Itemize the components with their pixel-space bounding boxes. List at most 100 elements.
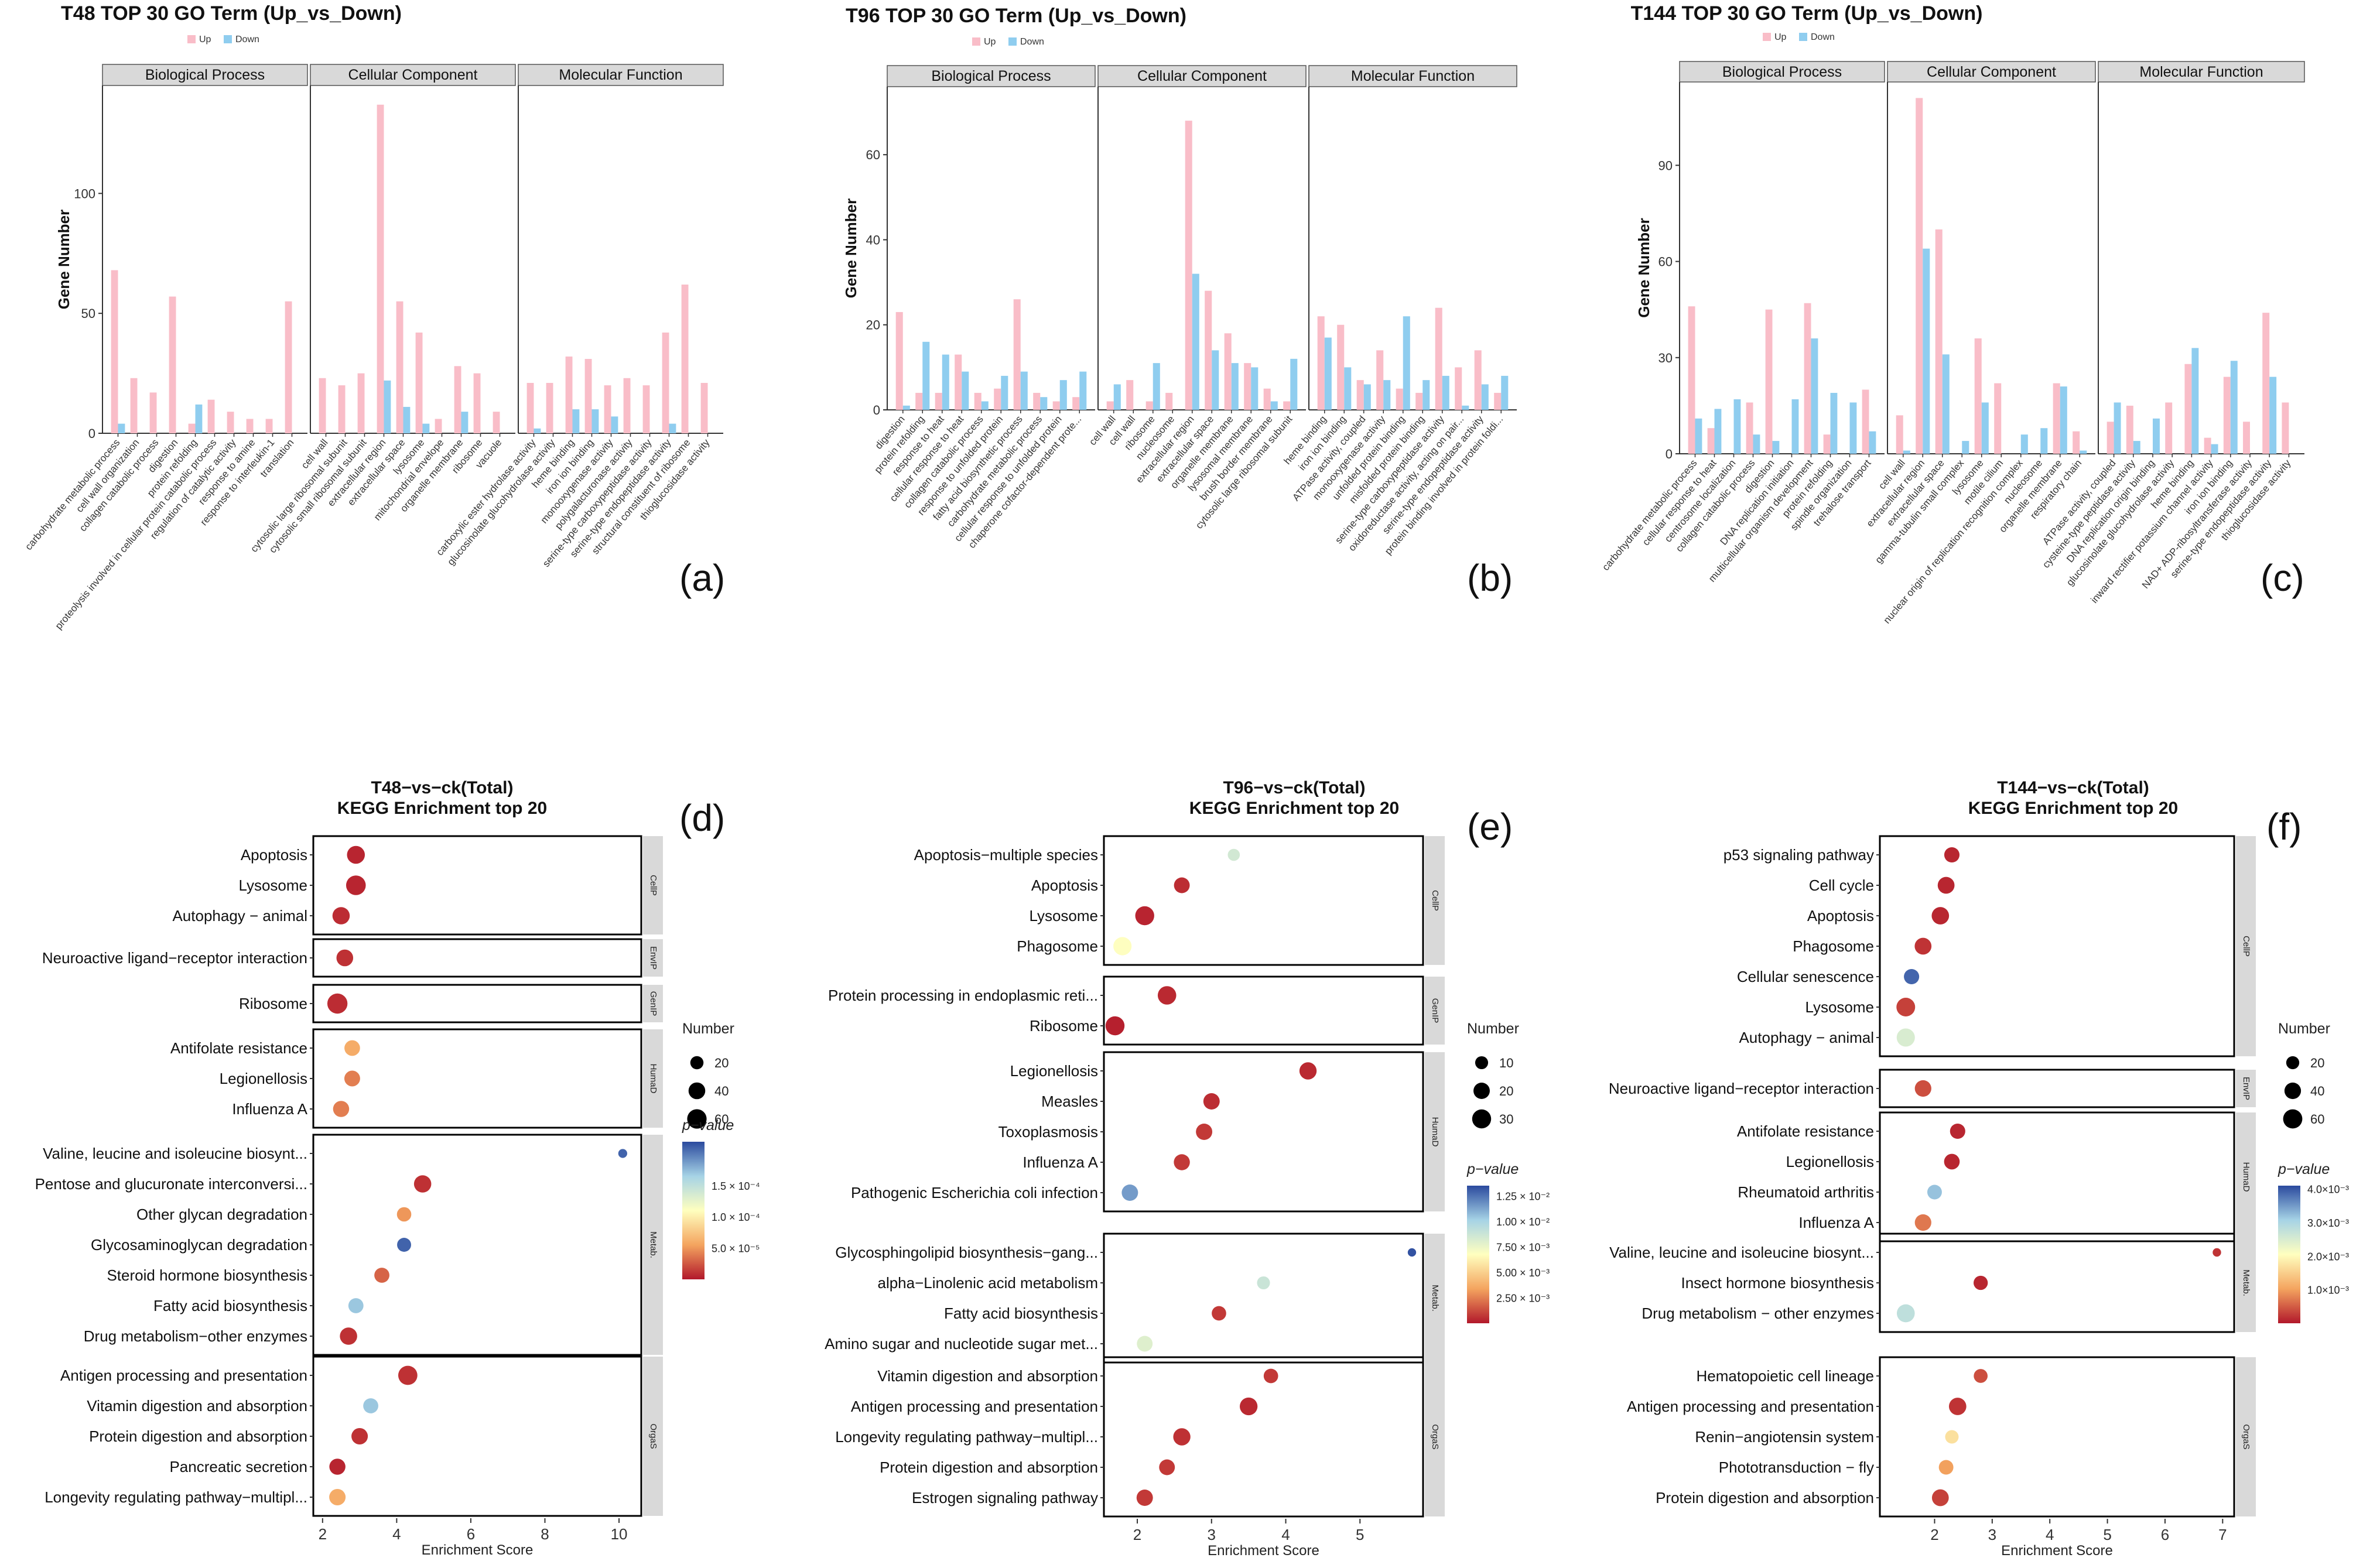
group-strip [2236, 1070, 2256, 1107]
facet-strip-label: Biological Process [145, 67, 265, 83]
group-frame [1879, 1111, 2235, 1242]
x-tick-label: 8 [541, 1525, 549, 1543]
x-tick-label: 10 [611, 1525, 628, 1543]
bar-up [681, 285, 689, 433]
bar-up [1415, 392, 1423, 410]
facet-strip [1097, 65, 1307, 87]
bar-down [1020, 371, 1028, 410]
bar-down [2133, 441, 2140, 454]
bubble [329, 1459, 346, 1475]
bubble [1896, 1304, 1915, 1323]
bar-up [1283, 401, 1291, 410]
bar-down [1153, 363, 1160, 410]
size-legend-label: 20 [714, 1056, 729, 1070]
term-label: Legionellosis [220, 1070, 307, 1087]
bar-up [2204, 437, 2211, 454]
group-strip [643, 836, 663, 934]
legend-up-swatch [972, 37, 980, 46]
group-strip-label: HumaD [2241, 1162, 2251, 1192]
size-legend-label: 40 [2310, 1084, 2324, 1098]
bar-down [1830, 392, 1838, 454]
pvalue-colorbar [1467, 1186, 1489, 1323]
term-label: Vitamin digestion and absorption [877, 1367, 1098, 1385]
bar-up [584, 359, 592, 433]
bubble [1938, 1460, 1954, 1475]
group-strip [1425, 1234, 1445, 1362]
bubble [1973, 1275, 1988, 1290]
term-label: Protein digestion and absorption [89, 1427, 307, 1445]
y-tick-label: 50 [81, 306, 95, 321]
bar-up [111, 270, 118, 433]
bar-up [2282, 402, 2289, 454]
bar-down [1040, 397, 1048, 410]
group-strip-label: CellP [2241, 936, 2251, 957]
chart-title: T48 TOP 30 GO Term (Up_vs_Down) [61, 2, 402, 25]
bubble [1974, 1369, 1988, 1383]
group-strip [2236, 1234, 2256, 1332]
bubble [348, 1298, 364, 1313]
term-label: Longevity regulating pathway−multipl... [835, 1428, 1098, 1446]
bar-up [2106, 422, 2114, 454]
x-tick-label: 2 [1930, 1526, 1938, 1543]
go-chart-1: T96 TOP 30 GO Term (Up_vs_Down) Up Down Gen… [842, 5, 1517, 557]
bar-down [1383, 380, 1391, 410]
bar-down [403, 406, 411, 433]
group-strip-label: HumaD [1430, 1117, 1440, 1147]
bar-up [915, 392, 923, 410]
chart-title: T96−vs−ck(Total) [1223, 778, 1366, 797]
group-frame [1879, 1356, 2235, 1518]
bubble [1927, 1184, 1942, 1200]
bubble [1937, 877, 1955, 894]
bar-up [130, 378, 138, 433]
bar-down [669, 423, 676, 433]
bubble [397, 1238, 411, 1252]
bar-up [1746, 402, 1753, 454]
term-label: Steroid hormone biosynthesis [107, 1266, 307, 1284]
bar-up [1935, 229, 1943, 454]
bubble [340, 1327, 357, 1345]
bar-down [1791, 399, 1799, 454]
legend-up-label: Up [1774, 32, 1787, 42]
facet-strip-label: Cellular Component [1927, 64, 2056, 80]
size-legend-dot [1473, 1083, 1490, 1099]
bar-up [935, 392, 942, 410]
bar-up [546, 382, 553, 433]
term-label: Other glycan degradation [136, 1206, 307, 1223]
group-frame [312, 938, 642, 978]
panel-label-f: (f) [2266, 806, 2302, 848]
facet-strip-label: Biological Process [931, 68, 1051, 84]
facet-strip-label: Cellular Component [348, 67, 478, 83]
bar-down [1422, 380, 1430, 410]
bar-down [1753, 434, 1760, 454]
term-label: Autophagy − animal [172, 907, 307, 925]
facet-strip [2098, 61, 2305, 83]
bar-up [435, 419, 442, 433]
bubble [1203, 1093, 1220, 1110]
bar-up [169, 296, 176, 433]
bubble [1173, 1428, 1191, 1446]
pvalue-colorbar [682, 1142, 705, 1279]
bar-up [246, 419, 254, 433]
group-strip [643, 1357, 663, 1516]
x-tick-label: 2 [319, 1525, 327, 1543]
group-frame [1103, 975, 1424, 1046]
term-label: Glycosphingolipid biosynthesis−gang... [835, 1244, 1098, 1261]
bar-up [1823, 434, 1831, 454]
bar-down [1772, 441, 1780, 454]
bar-up [2243, 422, 2250, 454]
pvalue-tick-label: 1.5 × 10⁻⁴ [712, 1180, 760, 1192]
bar-down [1231, 363, 1239, 410]
size-legend-dot [2284, 1082, 2302, 1100]
bar-down [1869, 431, 1876, 454]
bar-up [2053, 383, 2060, 454]
y-tick-label: 100 [74, 186, 95, 201]
term-label: Phagosome [1793, 937, 1874, 955]
term-label: Antigen processing and presentation [1627, 1398, 1874, 1415]
bar-down [572, 409, 580, 433]
group-strip-label: EnvIP [2241, 1077, 2251, 1100]
group-strip-label: OrgaS [1430, 1424, 1440, 1449]
bubble [1945, 1430, 1959, 1444]
term-label: Legionellosis [1010, 1062, 1098, 1080]
bar-down [2114, 402, 2121, 454]
bubble [336, 949, 354, 967]
